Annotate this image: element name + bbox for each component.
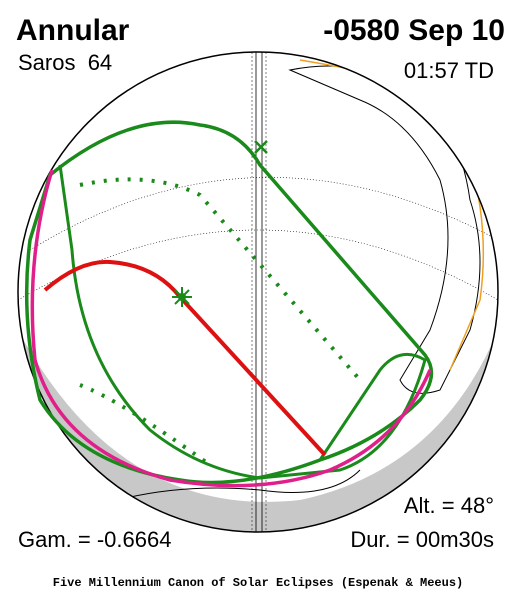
footer: Five Millennium Canon of Solar Eclipses … — [53, 576, 463, 590]
altitude: Alt. = 48° — [404, 493, 494, 518]
saros: Saros 64 — [18, 50, 112, 75]
globe — [17, 51, 499, 533]
duration: Dur. = 00m30s — [350, 527, 494, 552]
eclipse-paths — [24, 120, 434, 488]
eclipse-type: Annular — [16, 14, 130, 47]
gamma: Gam. = -0.6664 — [18, 527, 171, 552]
time: 01:57 TD — [404, 58, 494, 83]
date: -0580 Sep 10 — [323, 14, 505, 47]
